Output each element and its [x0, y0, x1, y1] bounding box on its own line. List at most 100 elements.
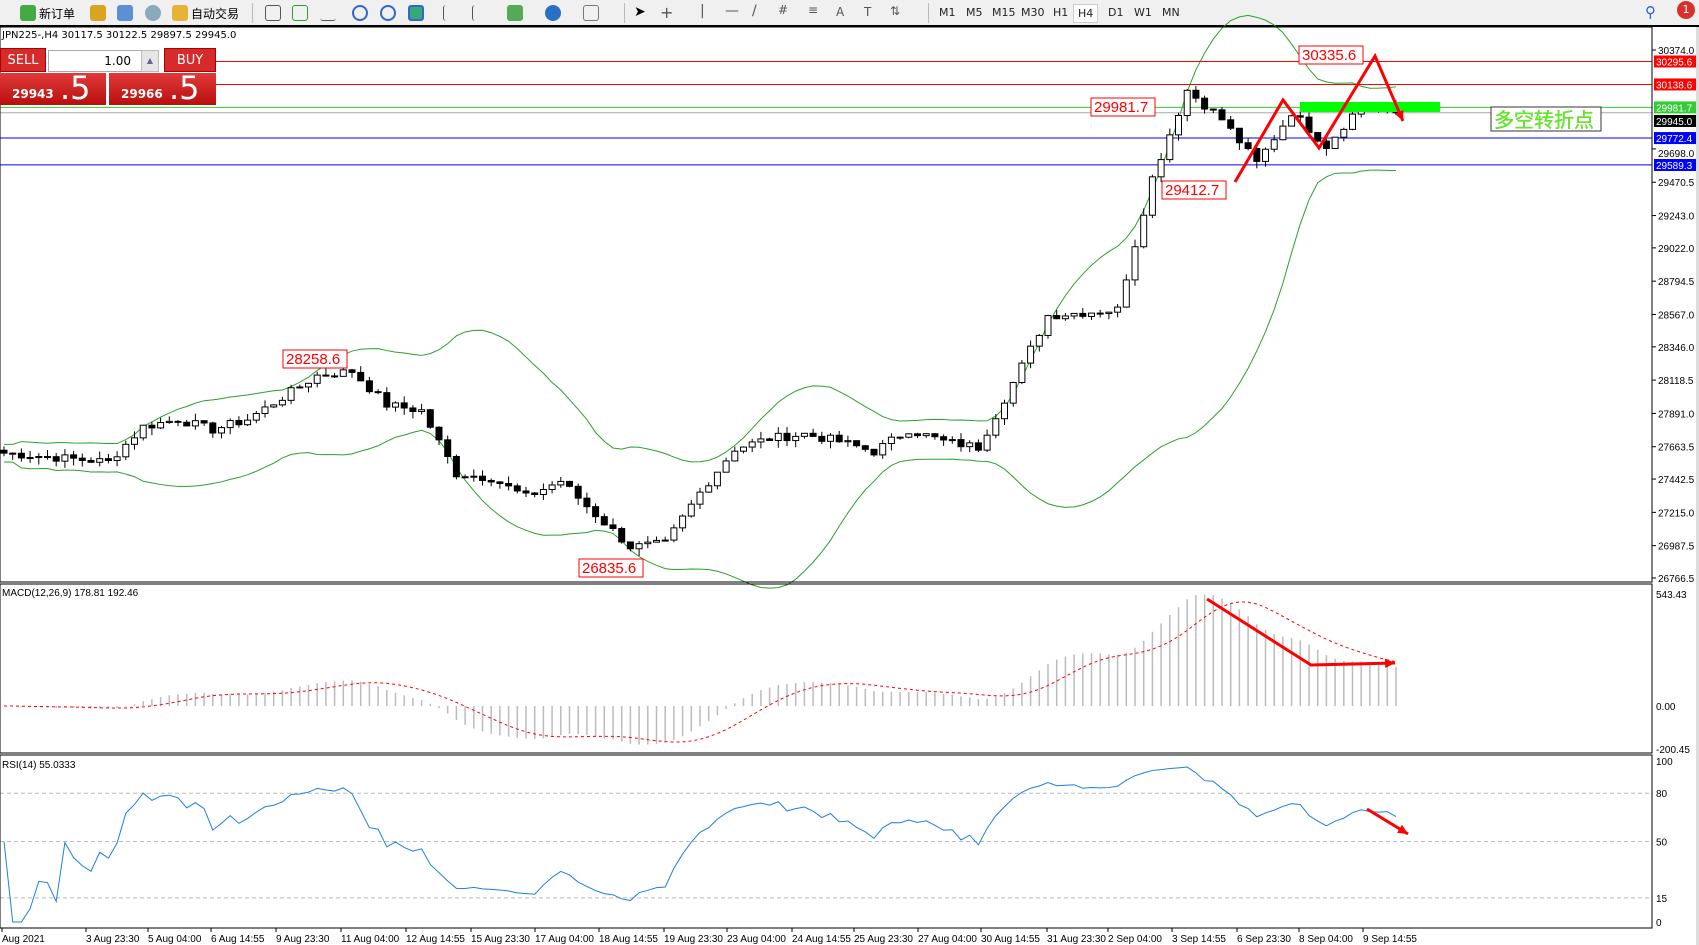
zoom-out-icon[interactable]	[380, 5, 396, 21]
candle-body	[1340, 128, 1348, 138]
candle-body	[757, 438, 765, 443]
turning-zone-bar	[1300, 102, 1440, 112]
candle-body	[948, 439, 956, 442]
candle-body	[539, 488, 547, 496]
templates-icon[interactable]	[583, 5, 599, 21]
market-watch-icon[interactable]	[90, 5, 106, 21]
crosshair-icon[interactable]: +	[660, 3, 674, 22]
auto-scroll-icon[interactable]	[443, 5, 459, 21]
candle-body	[783, 432, 791, 442]
candle-body	[1148, 176, 1156, 216]
candle-body	[1322, 140, 1330, 149]
candle-body	[600, 516, 608, 526]
time-label: 15 Aug 23:30	[471, 934, 530, 945]
candle-body	[827, 434, 834, 442]
text-label-icon[interactable]: T	[864, 5, 872, 19]
candle-body	[209, 422, 217, 434]
chart-shift-icon[interactable]	[472, 5, 488, 21]
candle-body	[365, 380, 373, 393]
timeframe-h1[interactable]: H1	[1053, 6, 1069, 19]
level-tag-text: 29945.0	[1656, 117, 1693, 128]
candle-body	[705, 485, 713, 493]
price-tick-label: 28567.0	[1658, 310, 1695, 321]
periods-icon[interactable]	[545, 5, 561, 21]
candle-body	[278, 399, 286, 406]
price-annotation-box	[578, 558, 644, 578]
lot-size-input[interactable]: 1.00	[48, 50, 156, 72]
candle-body	[287, 387, 295, 401]
candle-body	[1105, 311, 1113, 314]
candle-body	[1035, 334, 1043, 347]
arrows-icon[interactable]: ⇅	[890, 4, 901, 18]
timeframe-m30[interactable]: M30	[1021, 6, 1045, 19]
line-chart-icon[interactable]	[320, 5, 336, 21]
text-icon[interactable]: A	[836, 5, 845, 19]
candle-body	[914, 433, 921, 437]
sell-button[interactable]: SELL	[0, 48, 46, 72]
candle-body	[505, 482, 513, 487]
rsi-axis-label: 15	[1656, 894, 1668, 905]
candle-body	[1296, 115, 1304, 118]
tile-windows-icon[interactable]	[408, 5, 424, 21]
candle-body	[226, 420, 234, 429]
timeframe-w1[interactable]: W1	[1134, 6, 1152, 19]
candle-body	[609, 524, 617, 530]
price-tick-label: 27215.0	[1658, 508, 1695, 519]
search-icon[interactable]: ⚲	[1645, 3, 1656, 21]
candle-body	[896, 436, 904, 439]
auto-trading-icon	[172, 5, 188, 21]
cursor-icon[interactable]: ➤	[634, 4, 646, 20]
auto-trading-button[interactable]: 自动交易	[172, 3, 239, 23]
new-order-button[interactable]: 新订单	[20, 3, 75, 23]
candle-body	[1061, 315, 1069, 320]
level-tag	[1654, 115, 1696, 127]
candle-body	[1053, 315, 1061, 320]
bar-chart-icon[interactable]	[265, 5, 281, 21]
candle-body	[522, 490, 530, 494]
zoom-in-icon[interactable]	[352, 5, 368, 21]
candle-body	[905, 433, 913, 438]
candle-body	[887, 436, 895, 445]
buy-button[interactable]: BUY	[164, 48, 216, 72]
candle-body	[26, 457, 34, 460]
candle-body	[931, 433, 939, 438]
trendline-icon[interactable]: /	[752, 3, 757, 19]
timeframe-mn[interactable]: MN	[1162, 6, 1180, 19]
signal-icon[interactable]	[145, 5, 161, 21]
candle-body	[218, 427, 225, 434]
timeframe-d1[interactable]: D1	[1108, 6, 1124, 19]
lot-increase-button[interactable]: ▲	[141, 50, 159, 72]
macd-divergence-arrow-head	[1384, 658, 1395, 669]
timeframe-m1[interactable]: M1	[939, 6, 956, 19]
notification-badge[interactable]: 1	[1677, 1, 1695, 19]
candle-body	[1331, 136, 1339, 149]
candle-body	[1044, 315, 1052, 336]
rsi-axis-label: 0	[1656, 918, 1662, 929]
candle-body	[766, 438, 774, 441]
time-label: 17 Aug 04:00	[535, 934, 594, 945]
time-label: 25 Aug 23:30	[854, 934, 913, 945]
buy-price[interactable]: 29966.5	[109, 69, 216, 107]
indicators-icon[interactable]	[507, 5, 523, 21]
candlestick-icon[interactable]	[292, 5, 308, 21]
candle-body	[1009, 382, 1017, 404]
timeframe-h4[interactable]: H4	[1073, 4, 1099, 23]
timeframe-m5[interactable]: M5	[966, 6, 983, 19]
candle-body	[731, 450, 739, 462]
horizontal-line-icon[interactable]: —	[725, 3, 739, 19]
macd-axis-label: 0.00	[1656, 702, 1676, 713]
navigator-icon[interactable]	[117, 5, 133, 21]
timeframe-m15[interactable]: M15	[992, 6, 1016, 19]
fibonacci-icon[interactable]: ≡	[808, 3, 819, 17]
candle-body	[548, 484, 556, 490]
candle-body	[800, 432, 808, 437]
rsi-axis-label: 50	[1656, 838, 1668, 849]
vertical-line-icon[interactable]: |	[700, 3, 705, 19]
sell-price[interactable]: 29943.5	[0, 69, 106, 107]
channel-icon[interactable]: #	[778, 3, 789, 17]
candle-body	[165, 420, 173, 424]
candle-body	[653, 539, 660, 543]
candle-body	[1209, 108, 1217, 111]
candle-body	[1096, 312, 1104, 315]
